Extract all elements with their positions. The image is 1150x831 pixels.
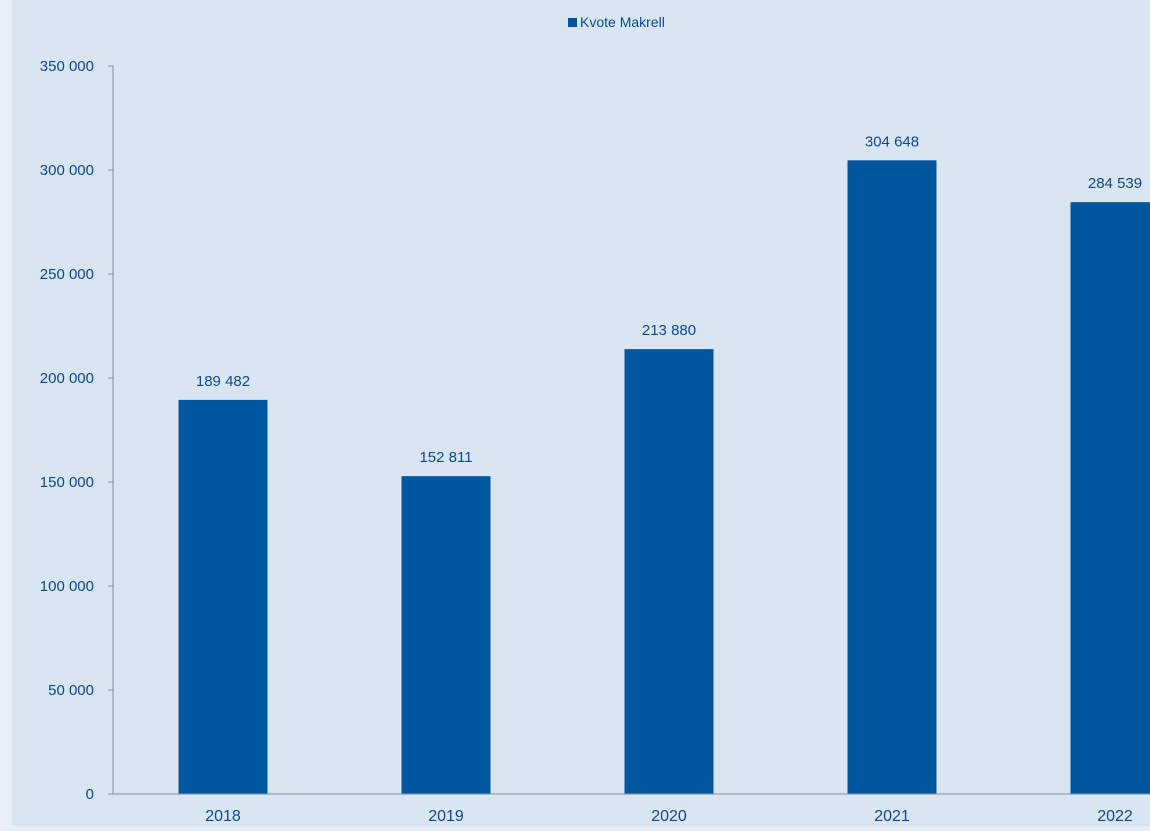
bar-2021 [848, 160, 937, 794]
data-label: 284 539 [1088, 175, 1142, 192]
x-tick-label: 2022 [1097, 808, 1133, 825]
data-label: 189 482 [196, 373, 250, 390]
bar-2022 [1071, 202, 1150, 794]
y-tick-label: 250 000 [40, 266, 94, 283]
x-tick-label: 2019 [428, 808, 464, 825]
legend: Kvote Makrell [568, 14, 665, 30]
y-tick-label: 50 000 [48, 682, 94, 699]
x-tick-label: 2018 [205, 808, 241, 825]
legend-swatch [568, 18, 577, 27]
y-tick-label: 100 000 [40, 578, 94, 595]
bar-2019 [402, 476, 491, 794]
y-tick-label: 200 000 [40, 370, 94, 387]
bar-2020 [625, 349, 714, 794]
data-label: 152 811 [419, 449, 472, 466]
bar-2018 [179, 400, 268, 794]
data-label: 213 880 [642, 322, 696, 339]
y-tick-label: 350 000 [40, 58, 94, 75]
data-label: 304 648 [865, 133, 919, 150]
y-tick-label: 300 000 [40, 162, 94, 179]
y-tick-label: 0 [86, 786, 94, 803]
x-tick-label: 2020 [651, 808, 687, 825]
legend-label: Kvote Makrell [580, 14, 665, 30]
x-tick-label: 2021 [874, 808, 910, 825]
y-tick-label: 150 000 [40, 474, 94, 491]
